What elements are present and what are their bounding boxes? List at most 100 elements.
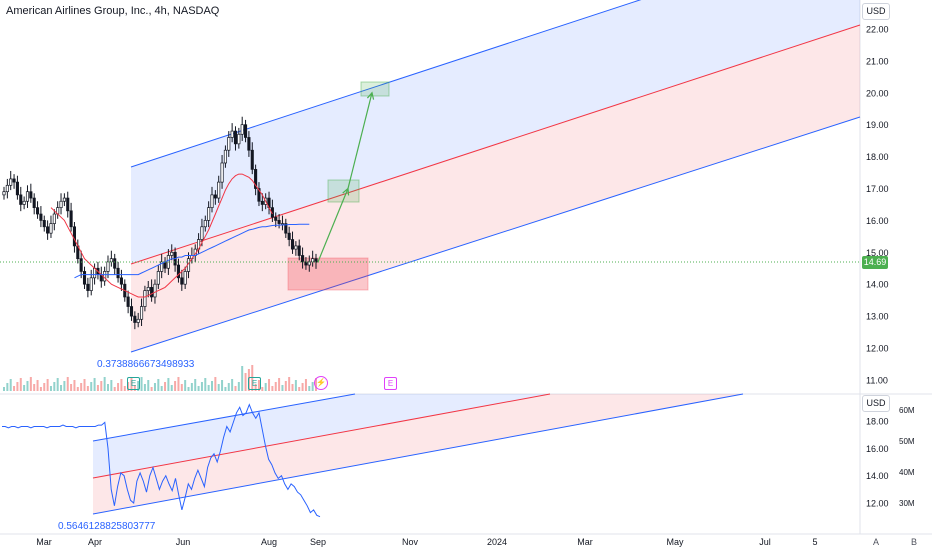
price-tick-label: 13.00: [866, 312, 889, 322]
projection-arrow-line[interactable]: [347, 92, 373, 189]
candle-body: [32, 197, 36, 208]
buy-zone-box[interactable]: [287, 257, 369, 291]
volume-bar: [83, 379, 86, 391]
volume-bar: [298, 387, 301, 391]
candle-body: [79, 258, 83, 272]
volume-bar: [231, 379, 234, 391]
earnings-marker-2[interactable]: E: [248, 377, 261, 390]
candle-body: [213, 194, 217, 199]
volume-bar: [43, 383, 46, 391]
candle-body: [42, 220, 46, 228]
candle-body: [29, 191, 33, 199]
volume-bar: [170, 385, 173, 391]
candle-body: [2, 191, 6, 196]
candle-body: [15, 181, 19, 196]
channel-top-line[interactable]: [130, 0, 655, 168]
volume-bar: [153, 383, 156, 391]
lower-tick-label: 12.00: [866, 499, 889, 509]
candle-body: [66, 197, 70, 212]
channel-upper-fill: [131, 0, 860, 264]
volume-bar: [29, 377, 32, 391]
candle-body: [217, 181, 221, 199]
channel-lower-fill: [131, 25, 860, 352]
channel-mid-line[interactable]: [130, 24, 861, 265]
earnings-marker-3[interactable]: E: [384, 377, 397, 390]
candle-body: [133, 315, 137, 323]
candle-body: [156, 271, 160, 285]
ma-blue-line[interactable]: [74, 223, 310, 279]
volume-bar: [133, 385, 136, 391]
candle-body: [250, 149, 254, 170]
candle-body: [39, 213, 43, 221]
volume-bar: [160, 386, 163, 391]
earnings-marker-1[interactable]: E: [127, 377, 140, 390]
channel-bottom-line[interactable]: [130, 116, 861, 353]
price-tick-label: 17.00: [866, 184, 889, 194]
auto-scale-button[interactable]: A: [873, 537, 880, 547]
candle-body: [119, 277, 123, 285]
volume-bar: [36, 380, 39, 391]
volume-bar: [227, 383, 230, 391]
candle-body: [103, 271, 107, 282]
volume-bar: [3, 387, 5, 391]
candle-body: [203, 220, 207, 228]
volume-bar: [107, 384, 109, 391]
candle-body: [35, 207, 40, 215]
volume-bar: [9, 379, 12, 391]
lower-channel-mid-line[interactable]: [92, 393, 551, 479]
candle-body: [82, 271, 87, 285]
volume-bar: [70, 384, 73, 391]
candle-body: [170, 251, 174, 256]
candle-body: [247, 137, 251, 151]
volume-bar: [117, 383, 120, 391]
candle-body: [139, 306, 144, 320]
projection-arrow-line[interactable]: [317, 188, 349, 263]
target-2-box[interactable]: [360, 81, 390, 97]
volume-bar: [39, 387, 42, 391]
candle-body: [287, 232, 291, 240]
time-tick-label: 5: [812, 537, 817, 547]
volume-bar: [237, 382, 240, 391]
candle-body: [257, 188, 261, 202]
candle-body: [9, 178, 13, 186]
volume-bar: [150, 387, 153, 391]
volume-bar: [271, 386, 274, 391]
volume-bar: [294, 380, 297, 391]
price-tick-label: 21.00: [866, 56, 889, 66]
volume-bar: [194, 379, 197, 391]
candle-body: [143, 290, 147, 307]
log-scale-button[interactable]: B: [911, 537, 918, 547]
volume-bar: [90, 382, 93, 391]
volume-bar: [26, 381, 29, 391]
currency-button[interactable]: USD: [862, 3, 890, 20]
time-axis-labels: Mar Apr Jun Aug Sep Nov 2024 Mar May Jul 5: [36, 537, 817, 547]
lower-currency-button[interactable]: USD: [862, 395, 890, 412]
time-tick-label: Nov: [402, 537, 419, 547]
volume-bar: [308, 386, 311, 391]
candle-body: [150, 287, 154, 298]
candle-body: [237, 133, 241, 145]
fib-label-lower: 0.5646128825803777: [58, 521, 156, 532]
lower-series-line[interactable]: [2, 403, 321, 518]
candle-body: [49, 223, 53, 234]
target-1-box[interactable]: [327, 179, 360, 203]
lower-channel-bottom-line[interactable]: [92, 393, 744, 515]
candle-body: [227, 137, 231, 151]
volume-bar: [281, 385, 284, 391]
candle-body: [25, 191, 30, 202]
lower-tick-label: 18.00: [866, 417, 889, 427]
volume-bar: [241, 366, 244, 391]
price-tick-label: 20.00: [866, 88, 889, 98]
lower-channel-top-line[interactable]: [92, 393, 356, 442]
volume-bar: [304, 379, 307, 391]
candle-body: [176, 264, 181, 279]
lower-axis-labels: 18.00 16.00 14.00 12.00: [866, 417, 889, 509]
dividend-marker[interactable]: ⚡: [314, 376, 328, 390]
volume-bar: [177, 377, 180, 391]
volume-bar: [23, 385, 26, 391]
volume-bar: [234, 386, 237, 391]
candle-body: [220, 162, 224, 183]
candle-body: [254, 169, 258, 189]
candle-body: [230, 130, 234, 138]
